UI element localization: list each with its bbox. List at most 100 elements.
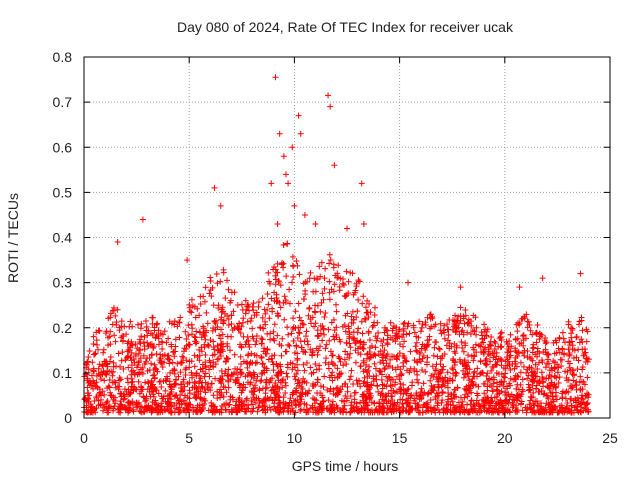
data-point: [225, 366, 232, 373]
data-point: [158, 360, 165, 367]
data-point: [317, 322, 324, 329]
data-point: [109, 372, 116, 379]
data-point: [329, 369, 336, 376]
data-point: [193, 372, 200, 379]
data-point: [183, 342, 190, 349]
data-point: [506, 396, 513, 403]
data-point: [417, 392, 424, 399]
data-point: [527, 327, 534, 334]
data-point: [557, 356, 564, 363]
data-point: [169, 359, 176, 366]
data-point: [121, 395, 128, 402]
data-point: [473, 324, 480, 331]
data-point: [495, 343, 502, 350]
data-point: [514, 328, 521, 335]
data-point: [169, 367, 176, 374]
data-point: [431, 323, 438, 330]
data-point: [441, 351, 448, 358]
data-point: [380, 357, 387, 364]
data-point: [339, 280, 346, 287]
data-point: [100, 407, 107, 414]
data-point: [364, 381, 371, 388]
data-point: [277, 369, 284, 376]
data-point: [507, 382, 514, 389]
data-point: [286, 399, 293, 406]
data-point: [95, 397, 102, 404]
data-point: [309, 314, 316, 321]
data-point: [197, 293, 204, 300]
data-point: [192, 334, 199, 341]
data-point: [207, 274, 214, 281]
data-point: [172, 348, 179, 355]
data-point: [301, 378, 308, 385]
data-point: [550, 357, 557, 364]
data-point: [542, 364, 549, 371]
data-point: [388, 393, 395, 400]
data-point: [376, 367, 383, 374]
data-point: [258, 377, 265, 384]
data-point: [341, 321, 348, 328]
data-point: [95, 346, 102, 353]
data-point: [116, 383, 123, 390]
data-point: [110, 307, 117, 314]
data-point: [431, 407, 438, 414]
data-point: [90, 365, 97, 372]
data-point: [156, 378, 163, 385]
data-point: [548, 380, 555, 387]
data-point: [330, 333, 337, 340]
data-point: [448, 395, 455, 402]
data-point: [341, 356, 348, 363]
data-point: [545, 375, 552, 382]
data-point: [276, 400, 283, 407]
data-point: [258, 355, 265, 362]
data-point: [95, 371, 102, 378]
data-point: [262, 390, 269, 397]
data-point: [364, 373, 371, 380]
data-point: [99, 362, 106, 369]
data-point: [191, 363, 198, 370]
data-point: [282, 382, 289, 389]
data-point: [497, 344, 504, 351]
data-point: [384, 340, 391, 347]
data-point: [365, 329, 372, 336]
data-point: [163, 373, 170, 380]
data-point: [521, 315, 528, 322]
data-point: [209, 402, 216, 409]
data-point: [576, 318, 583, 325]
data-point: [526, 386, 533, 393]
data-point: [175, 319, 182, 326]
data-point: [433, 361, 440, 368]
data-point: [260, 325, 267, 332]
data-point: [201, 341, 208, 348]
data-point: [216, 332, 223, 339]
data-point: [350, 328, 357, 335]
data-point: [585, 409, 592, 416]
data-point: [507, 393, 514, 400]
data-point: [357, 338, 364, 345]
data-point: [136, 407, 143, 414]
data-point: [128, 368, 135, 375]
data-point: [195, 380, 202, 387]
data-point: [263, 350, 270, 357]
data-point: [278, 261, 285, 268]
data-point: [460, 367, 467, 374]
data-point: [493, 369, 500, 376]
data-point: [460, 313, 467, 320]
data-point: [161, 351, 168, 358]
data-point: [275, 397, 282, 404]
data-point: [402, 357, 409, 364]
data-point: [525, 372, 532, 379]
data-point: [321, 285, 328, 292]
data-point: [542, 335, 549, 342]
data-point: [317, 390, 324, 397]
x-tick-label: 15: [392, 430, 408, 446]
data-point: [227, 376, 234, 383]
data-point: [310, 369, 317, 376]
data-point: [540, 407, 547, 414]
data-point: [305, 312, 312, 319]
data-point: [490, 354, 497, 361]
data-point: [173, 377, 180, 384]
data-point: [462, 342, 469, 349]
data-point: [504, 385, 511, 392]
data-point: [221, 370, 228, 377]
